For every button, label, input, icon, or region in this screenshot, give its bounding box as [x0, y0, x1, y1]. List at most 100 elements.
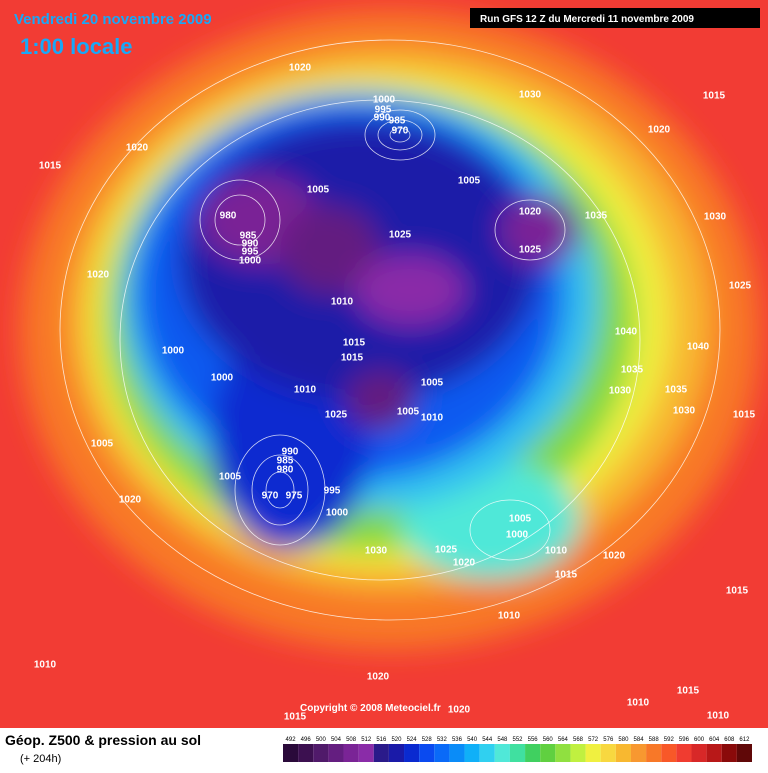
- pressure-label: 990: [282, 447, 299, 458]
- pressure-label: 980: [277, 465, 294, 476]
- pressure-label: 1025: [519, 245, 542, 256]
- pressure-label: 975: [286, 491, 303, 502]
- pressure-label: 1005: [219, 472, 242, 483]
- pressure-label: 1020: [126, 143, 149, 154]
- pressure-label: 1020: [448, 705, 471, 716]
- pressure-label: 1015: [555, 570, 578, 581]
- pressure-label: 1005: [509, 514, 532, 525]
- scale-label: 512: [361, 737, 372, 743]
- scale-swatch: [736, 744, 752, 762]
- pressure-label: 1005: [458, 176, 481, 187]
- pressure-label: 1015: [703, 91, 726, 102]
- pressure-label: 970: [262, 491, 279, 502]
- scale-swatch: [570, 744, 586, 762]
- scale-swatch: [404, 744, 420, 762]
- scale-swatch: [479, 744, 495, 762]
- pressure-label: 1000: [506, 530, 529, 541]
- scale-label: 532: [437, 737, 448, 743]
- scale-label: 544: [482, 737, 493, 743]
- scale-label: 588: [649, 737, 660, 743]
- scale-label: 596: [679, 737, 690, 743]
- scale-label: 492: [286, 737, 297, 743]
- pressure-label: 1020: [367, 672, 390, 683]
- scale-swatch: [661, 744, 677, 762]
- time-title: 1:00 locale: [20, 34, 133, 59]
- pressure-label: 990: [242, 239, 259, 250]
- scale-swatch: [585, 744, 601, 762]
- pressure-label: 1015: [284, 712, 307, 723]
- pressure-label: 995: [375, 105, 392, 116]
- pressure-label: 1000: [211, 373, 234, 384]
- scale-label: 504: [331, 737, 342, 743]
- scale-label: 508: [346, 737, 357, 743]
- scale-swatch: [358, 744, 374, 762]
- pressure-label: 970: [392, 126, 409, 137]
- scale-label: 564: [558, 737, 569, 743]
- pressure-label: 1000: [326, 508, 349, 519]
- scale-label: 520: [391, 737, 402, 743]
- pressure-label: 1025: [435, 545, 458, 556]
- pressure-label: 1020: [519, 207, 542, 218]
- pressure-label: 1010: [545, 546, 568, 557]
- scale-label: 548: [497, 737, 508, 743]
- pressure-label: 1005: [307, 185, 330, 196]
- pressure-label: 995: [242, 247, 259, 258]
- scale-swatch: [509, 744, 526, 762]
- scale-swatch: [313, 744, 329, 762]
- scale-label: 524: [407, 737, 418, 743]
- scale-label: 572: [588, 737, 599, 743]
- scale-swatch: [283, 744, 299, 762]
- pressure-label: 1040: [687, 342, 710, 353]
- scale-swatch: [600, 744, 616, 762]
- isobars: [59, 39, 721, 621]
- pressure-label: 1005: [397, 407, 420, 418]
- scale-label: 600: [694, 737, 705, 743]
- pressure-label: 1010: [331, 297, 354, 308]
- scale-swatch: [540, 744, 556, 762]
- pressure-label: 990: [374, 113, 391, 124]
- pressure-label: 1010: [294, 385, 317, 396]
- scale-label: 584: [634, 737, 645, 743]
- scale-label: 568: [573, 737, 584, 743]
- pressure-label: 1015: [677, 686, 700, 697]
- pressure-label: 1020: [603, 551, 626, 562]
- scale-swatch: [494, 744, 510, 762]
- pressure-label: 1000: [373, 95, 396, 106]
- scale-swatch: [388, 744, 405, 762]
- pressure-label: 1025: [729, 281, 752, 292]
- pressure-label: 1020: [87, 270, 110, 281]
- scale-swatch: [328, 744, 344, 762]
- pressure-label: 1005: [91, 439, 114, 450]
- pressure-label: 1025: [389, 230, 412, 241]
- pressure-label: 1030: [704, 212, 727, 223]
- pressure-label: 1030: [519, 90, 542, 101]
- pressure-label: 1020: [119, 495, 142, 506]
- pressure-label: 995: [324, 486, 341, 497]
- pressure-label: 1015: [341, 353, 364, 364]
- pressure-label: 1010: [627, 698, 650, 709]
- pressure-label: 1010: [421, 413, 444, 424]
- pressure-label: 1010: [498, 611, 521, 622]
- scale-label: 516: [376, 737, 387, 743]
- scale-swatch: [434, 744, 450, 762]
- copyright: Copyright © 2008 Meteociel.fr: [300, 703, 441, 714]
- scale-label: 552: [512, 737, 523, 743]
- pressure-label: 1015: [726, 586, 749, 597]
- scale-label: 540: [467, 737, 478, 743]
- scale-label: 560: [543, 737, 554, 743]
- pressure-label: 985: [277, 456, 294, 467]
- date-title: Vendredi 20 novembre 2009: [14, 11, 212, 28]
- scale-label: 536: [452, 737, 463, 743]
- pressure-label: 1015: [39, 161, 62, 172]
- pressure-label: 985: [389, 116, 406, 127]
- pressure-label: 1000: [239, 256, 262, 267]
- scale-label: 528: [422, 737, 433, 743]
- pressure-label: 1020: [648, 125, 671, 136]
- pressure-label: 1015: [733, 410, 756, 421]
- pressure-label: 1010: [707, 711, 730, 722]
- pressure-label: 1020: [453, 558, 476, 569]
- scale-label: 556: [528, 737, 539, 743]
- scale-swatch: [706, 744, 722, 762]
- scale-label: 608: [724, 737, 735, 743]
